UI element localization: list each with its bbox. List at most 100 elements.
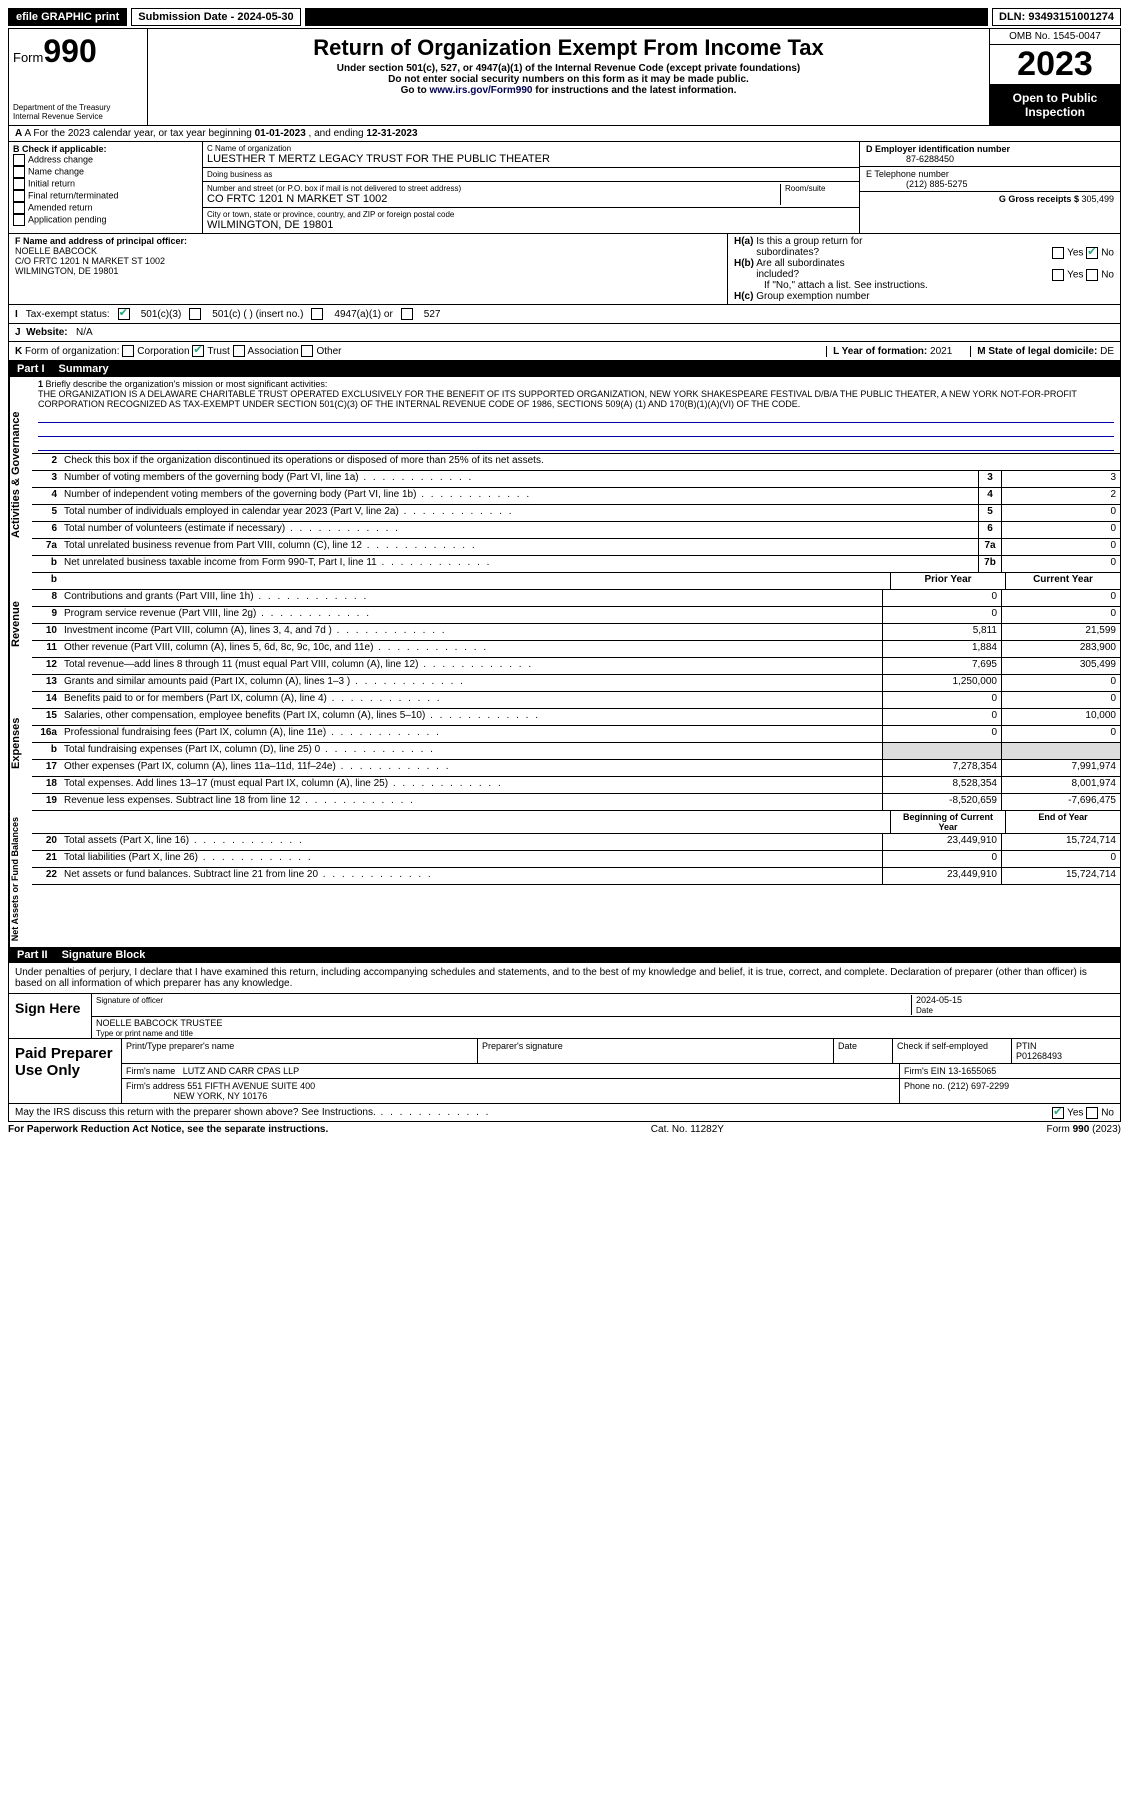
open-inspection: Open to Public Inspection [990,85,1120,125]
gross-receipts: 305,499 [1081,194,1114,204]
form-subtitle-2: Do not enter social security numbers on … [152,74,985,85]
ptin: P01268493 [1016,1051,1062,1061]
hdr-begin-year: Beginning of Current Year [890,811,1005,833]
street-label: Number and street (or P.O. box if mail i… [207,184,780,193]
hdr-end-year: End of Year [1005,811,1120,833]
tel-label: E Telephone number [866,169,949,179]
chk-501c[interactable] [189,308,201,320]
firm-phone: (212) 697-2299 [948,1081,1010,1091]
omb-number: OMB No. 1545-0047 [990,29,1120,45]
gross-label: G Gross receipts $ [999,194,1082,204]
row-i-tax-status: ITax-exempt status: 501(c)(3) 501(c) ( )… [9,305,1120,324]
chk-hb-yes[interactable] [1052,269,1064,281]
prep-selfemp: Check if self-employed [897,1041,988,1051]
line-a-tax-year: A A For the 2023 calendar year, or tax y… [9,126,1120,142]
chk-discuss-yes[interactable] [1052,1107,1064,1119]
form-title: Return of Organization Exempt From Incom… [152,35,985,61]
sidebar-expenses: Expenses [9,675,32,811]
tax-year: 2023 [990,45,1120,85]
part-ii-header: Part IISignature Block [9,947,1120,963]
page-footer: For Paperwork Reduction Act Notice, see … [8,1122,1121,1137]
type-print-label: Type or print name and title [92,1029,1120,1038]
ein: 87-6288450 [866,154,954,164]
footer-right: Form 990 (2023) [1047,1124,1121,1135]
dln: DLN: 93493151001274 [992,8,1121,26]
chk-hb-no[interactable] [1086,269,1098,281]
chk-4947a1[interactable] [311,308,323,320]
discuss-row: May the IRS discuss this return with the… [9,1104,1120,1121]
chk-ha-no[interactable] [1086,247,1098,259]
mission-text: THE ORGANIZATION IS A DELAWARE CHARITABL… [38,389,1077,409]
chk-name-change[interactable] [13,166,25,178]
year-formation: 2021 [930,346,952,357]
firm-ein: 13-1655065 [948,1066,996,1076]
chk-address-change[interactable] [13,154,25,166]
city: WILMINGTON, DE 19801 [207,219,333,231]
efile-print-btn[interactable]: efile GRAPHIC print [8,8,127,26]
hdr-prior-year: Prior Year [890,573,1005,589]
line-2: Check this box if the organization disco… [60,454,1120,470]
col-c-org-info: C Name of organizationLUESTHER T MERTZ L… [203,142,859,233]
row-f-h: F Name and address of principal officer:… [9,234,1120,305]
expenses-section: Expenses 13Grants and similar amounts pa… [9,675,1120,811]
form-frame: Form990 Department of the TreasuryIntern… [8,28,1121,1122]
firm-name: LUTZ AND CARR CPAS LLP [183,1066,299,1076]
row-j-website: J Website: N/A [9,324,1120,342]
sidebar-governance: Activities & Governance [9,377,32,573]
org-name-label: C Name of organization [207,144,855,153]
city-label: City or town, state or province, country… [207,210,855,219]
col-d-ein: D Employer identification number87-62884… [859,142,1120,233]
hdr-current-year: Current Year [1005,573,1120,589]
group-return: H(a) Is this a group return for subordin… [728,234,1120,304]
room-label: Room/suite [785,184,855,193]
col-b-checkboxes: B Check if applicable: Address change Na… [9,142,203,233]
net-assets-section: Net Assets or Fund Balances Beginning of… [9,811,1120,947]
form-number: Form990 [13,33,143,70]
prep-sig-label: Preparer's signature [478,1039,834,1063]
sign-here: Sign Here Signature of officer2024-05-15… [9,994,1120,1039]
chk-final-return[interactable] [13,190,25,202]
principal-officer: F Name and address of principal officer:… [9,234,728,304]
website: N/A [76,327,93,338]
chk-501c3[interactable] [118,308,130,320]
chk-assoc[interactable] [233,345,245,357]
org-name: LUESTHER T MERTZ LEGACY TRUST FOR THE PU… [207,153,550,165]
ein-label: D Employer identification number [866,144,1010,154]
paid-preparer: Paid Preparer Use Only Print/Type prepar… [9,1039,1120,1104]
firm-address: 551 FIFTH AVENUE SUITE 400 [187,1081,315,1091]
submission-date: Submission Date - 2024-05-30 [131,8,300,26]
dba-label: Doing business as [207,170,855,179]
chk-527[interactable] [401,308,413,320]
chk-other[interactable] [301,345,313,357]
form-instructions-link[interactable]: Go to www.irs.gov/Form990 for instructio… [152,85,985,96]
dept-treasury: Department of the TreasuryInternal Reven… [13,103,143,121]
officer-name: NOELLE BABCOCK TRUSTEE [96,1018,222,1028]
block-b-c-d: B Check if applicable: Address change Na… [9,142,1120,234]
footer-left: For Paperwork Reduction Act Notice, see … [8,1124,328,1135]
chk-ha-yes[interactable] [1052,247,1064,259]
part-i-header: Part ISummary [9,361,1120,377]
chk-discuss-no[interactable] [1086,1107,1098,1119]
signature-declaration: Under penalties of perjury, I declare th… [9,963,1120,994]
prep-name-label: Print/Type preparer's name [122,1039,478,1063]
form-subtitle-1: Under section 501(c), 527, or 4947(a)(1)… [152,63,985,74]
sig-date: 2024-05-15 [916,995,962,1005]
chk-trust[interactable] [192,345,204,357]
chk-initial-return[interactable] [13,178,25,190]
footer-cat: Cat. No. 11282Y [328,1124,1046,1135]
chk-corp[interactable] [122,345,134,357]
tel: (212) 885-5275 [866,179,968,189]
topbar: efile GRAPHIC print Submission Date - 20… [8,8,1121,26]
state-domicile: DE [1100,346,1114,357]
street: CO FRTC 1201 N MARKET ST 1002 [207,193,387,205]
hb-note: If "No," attach a list. See instructions… [734,280,1114,291]
revenue-section: Revenue bPrior YearCurrent Year 8Contrib… [9,573,1120,675]
topbar-spacer [305,8,988,26]
form-header: Form990 Department of the TreasuryIntern… [9,29,1120,126]
sidebar-revenue: Revenue [9,573,32,675]
chk-application-pending[interactable] [13,214,25,226]
prep-date-label: Date [834,1039,893,1063]
mission-block: 1 Briefly describe the organization's mi… [32,377,1120,454]
chk-amended-return[interactable] [13,202,25,214]
row-k-form-org: K Form of organization: Corporation Trus… [9,342,1120,361]
